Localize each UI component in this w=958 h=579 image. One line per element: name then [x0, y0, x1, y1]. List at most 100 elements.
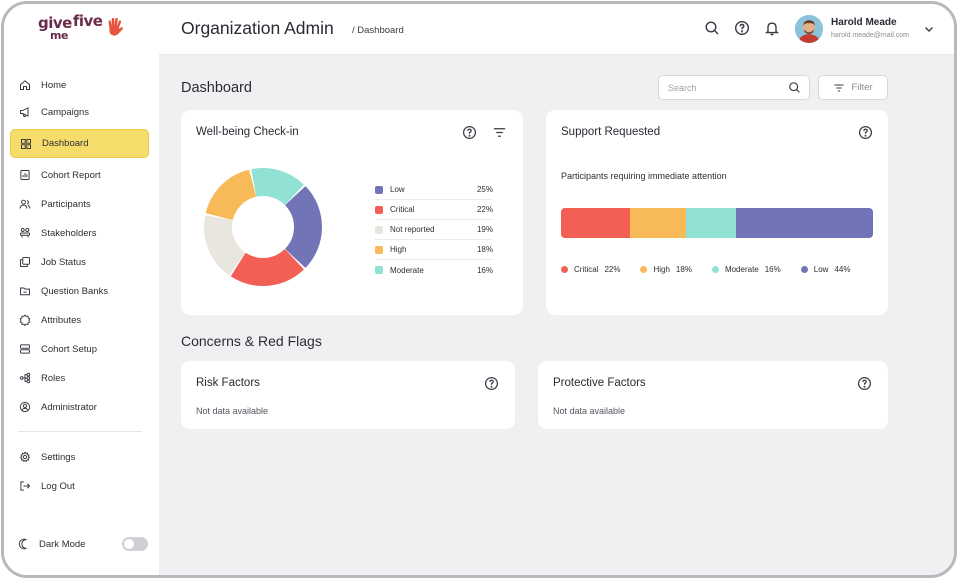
risk-empty-text: Not data available: [196, 406, 269, 416]
legend-item: Moderate 16%: [711, 265, 781, 274]
breadcrumb[interactable]: / Dashboard: [352, 25, 404, 36]
help-icon[interactable]: [484, 376, 499, 391]
dark-mode-toggle[interactable]: [122, 537, 148, 551]
user-name[interactable]: Harold Meade: [831, 17, 897, 28]
help-icon[interactable]: [462, 125, 477, 140]
donut-slice-critical[interactable]: [231, 249, 304, 286]
sidebar-item-dashboard[interactable]: Dashboard: [10, 129, 149, 158]
sidebar-item-campaigns[interactable]: Campaigns: [10, 99, 149, 125]
donut-slice-not-reported[interactable]: [204, 215, 246, 275]
sidebar-item-label: Question Banks: [41, 285, 109, 297]
bar-segment-low[interactable]: [735, 208, 873, 238]
donut-slice-high[interactable]: [205, 169, 256, 220]
sidebar-item-label: Campaigns: [41, 106, 90, 118]
legend-swatch: [375, 225, 383, 234]
logo-text-five: five: [72, 12, 103, 30]
legend-item: High 18%: [640, 265, 692, 274]
help-icon[interactable]: [857, 376, 872, 391]
dark-mode-row: Dark Mode: [18, 535, 148, 553]
sidebar-item-label: Roles: [41, 372, 66, 384]
donut-slice-moderate[interactable]: [251, 168, 304, 205]
legend-swatch: [640, 266, 648, 273]
help-icon[interactable]: [858, 125, 873, 140]
admin-icon: [18, 400, 32, 414]
legend-swatch: [375, 245, 383, 254]
legend-label: Low: [390, 185, 405, 194]
sidebar-item-job-status[interactable]: Job Status: [10, 249, 149, 275]
protective-factors-title: Protective Factors: [553, 377, 646, 389]
legend-label: Critical: [574, 265, 599, 274]
legend-item: Low 25%: [375, 180, 493, 200]
bar-segment-critical[interactable]: [561, 208, 630, 238]
search-box[interactable]: [658, 75, 810, 100]
logo-text-me: me: [50, 28, 68, 42]
legend-label: Not reported: [390, 225, 435, 234]
search-icon[interactable]: [704, 20, 722, 38]
home-icon: [18, 78, 32, 92]
legend-swatch: [800, 266, 808, 273]
sidebar-item-label: Participants: [41, 198, 91, 210]
folder-icon: [18, 284, 32, 298]
sidebar-item-question-banks[interactable]: Question Banks: [10, 278, 149, 304]
moon-icon: [18, 537, 32, 551]
brand-logo[interactable]: give me five: [38, 14, 126, 44]
sidebar-item-stakeholders[interactable]: Stakeholders: [10, 220, 149, 246]
stacked-bar: [561, 208, 873, 238]
filter-icon[interactable]: [492, 125, 507, 140]
grid-icon: [19, 137, 33, 151]
megaphone-icon: [18, 105, 32, 119]
sidebar-item-label: Dashboard: [42, 138, 89, 149]
sidebar-item-cohort-setup[interactable]: Cohort Setup: [10, 336, 149, 362]
chevron-down-icon[interactable]: [923, 22, 935, 34]
avatar[interactable]: [795, 15, 823, 43]
legend-item: High 18%: [375, 240, 493, 260]
sidebar-item-label: Log Out: [41, 480, 75, 492]
sidebar-item-roles[interactable]: Roles: [10, 365, 149, 391]
legend-value: 22%: [604, 265, 621, 274]
sidebar-item-log-out[interactable]: Log Out: [10, 473, 149, 499]
legend-label: Moderate: [724, 265, 759, 274]
donut-slice-low[interactable]: [285, 186, 322, 268]
sidebar-item-label: Stakeholders: [41, 227, 97, 239]
filter-button[interactable]: Filter: [818, 75, 888, 100]
sidebar-item-participants[interactable]: Participants: [10, 191, 149, 217]
bell-icon[interactable]: [764, 20, 782, 38]
sidebar-item-label: Attributes: [41, 314, 82, 326]
protective-empty-text: Not data available: [553, 406, 626, 416]
dark-mode-label: Dark Mode: [39, 538, 86, 550]
legend-swatch: [711, 266, 719, 273]
logout-icon: [18, 479, 32, 493]
help-icon[interactable]: [734, 20, 752, 38]
badge-icon: [18, 313, 32, 327]
sidebar-item-settings[interactable]: Settings: [10, 444, 149, 470]
report-icon: [18, 168, 32, 182]
support-subtitle: Participants requiring immediate attenti…: [561, 171, 727, 181]
support-card: Support Requested Participants requiring…: [546, 110, 888, 315]
sidebar-item-cohort-report[interactable]: Cohort Report: [10, 162, 149, 188]
legend-item: Critical 22%: [375, 200, 493, 220]
wellbeing-title: Well-being Check-in: [196, 126, 299, 138]
sidebar-item-administrator[interactable]: Administrator: [10, 394, 149, 420]
hand-icon: [109, 17, 124, 36]
sidebar-item-attributes[interactable]: Attributes: [10, 307, 149, 333]
bar-segment-high[interactable]: [629, 208, 686, 238]
risk-factors-card: Risk Factors Not data available: [181, 361, 515, 429]
legend-swatch: [375, 205, 383, 214]
bar-segment-moderate[interactable]: [685, 208, 736, 238]
sidebar-item-label: Administrator: [41, 401, 97, 413]
legend-value: 18%: [675, 265, 692, 274]
users-icon: [18, 197, 32, 211]
search-icon[interactable]: [788, 81, 801, 94]
risk-factors-title: Risk Factors: [196, 377, 260, 389]
legend-swatch: [375, 266, 383, 274]
legend-value: 44%: [834, 265, 851, 274]
legend-value: 16%: [764, 265, 781, 274]
logo-text-give: give: [38, 14, 72, 33]
avatar-image: [795, 15, 823, 43]
legend-label: High: [653, 265, 670, 274]
sidebar-item-label: Cohort Setup: [41, 343, 97, 355]
sidebar-item-home[interactable]: Home: [10, 72, 149, 98]
legend-label: High: [390, 245, 407, 254]
search-input[interactable]: [668, 81, 778, 95]
job-status-icon: [18, 255, 32, 269]
